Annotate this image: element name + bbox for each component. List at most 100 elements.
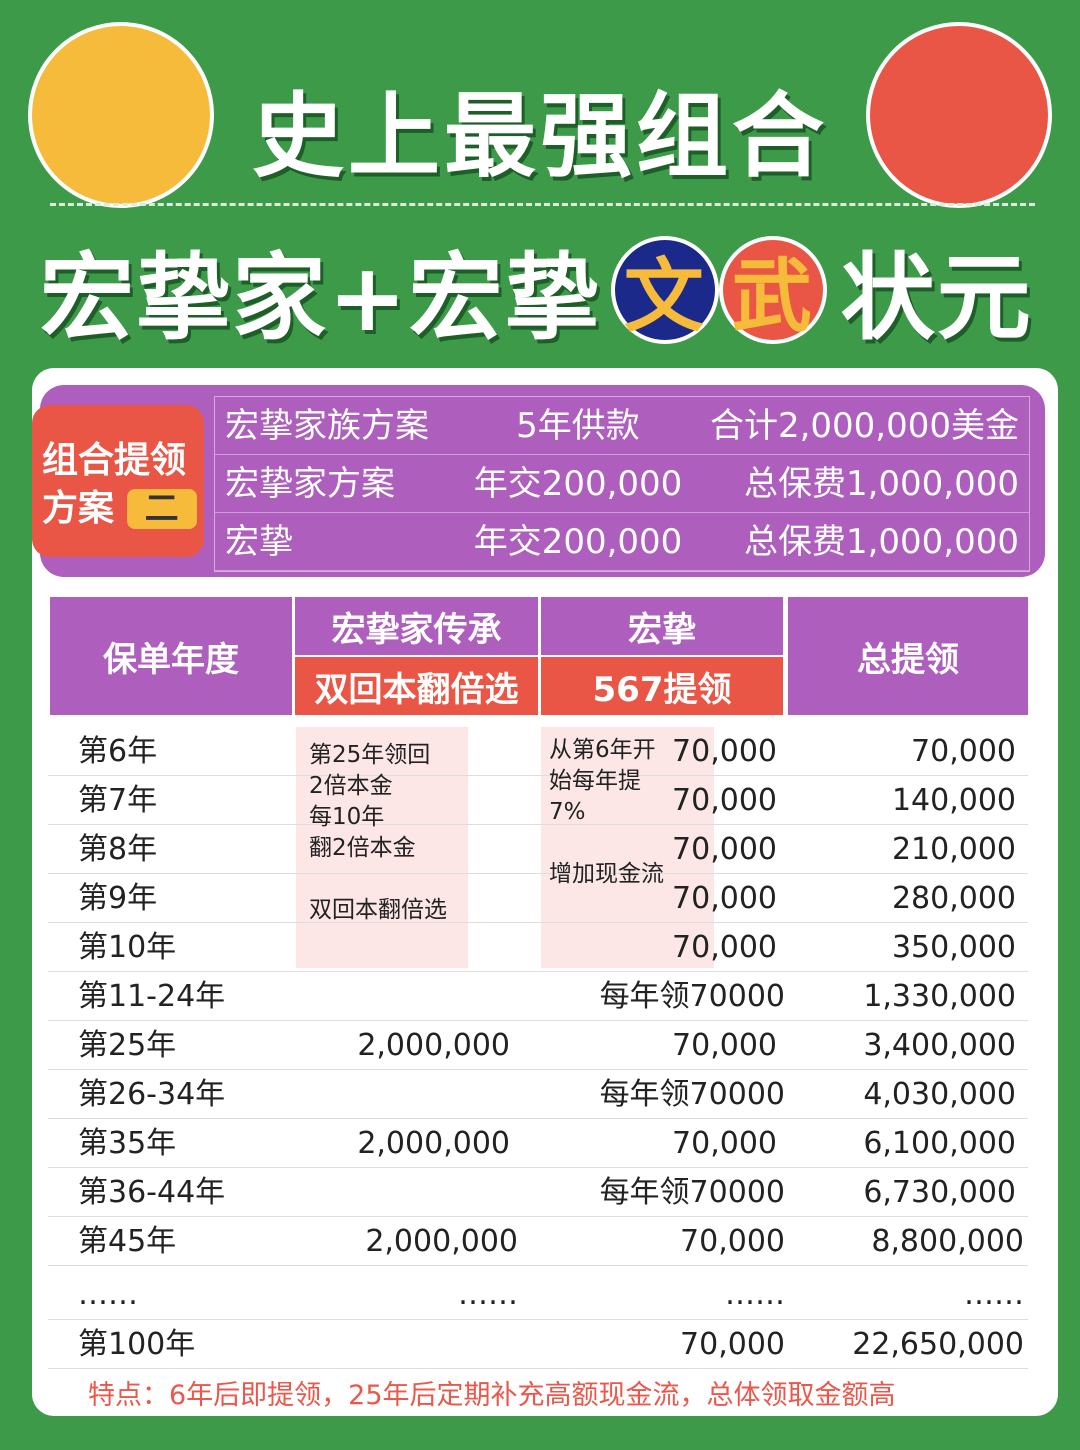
plan-payment: 5年供款	[516, 406, 640, 446]
header-col2-top: 宏挚家传承	[295, 597, 538, 655]
civil-official-avatar	[28, 22, 214, 208]
plan-payment: 年交200,000	[473, 464, 683, 504]
cell-col3: 每年领70000	[599, 1175, 785, 1210]
cell-year: ……	[78, 1277, 138, 1312]
main-title: 史上最强组合	[251, 83, 828, 190]
note-line	[309, 864, 447, 895]
cell-year: 第11-24年	[78, 979, 226, 1014]
cell-total: 6,100,000	[863, 1126, 1016, 1161]
plan-payment: 年交200,000	[473, 522, 683, 562]
footnote: 特点：6年后即提领，25年后定期补充高额现金流，总体领取金额高	[88, 1380, 896, 1411]
plan-total: 总保费1,000,000	[743, 464, 1019, 504]
cell-total: 3,400,000	[863, 1028, 1016, 1063]
cell-col3: 70,000	[672, 881, 777, 916]
plan-panel	[40, 385, 1045, 577]
header-year: 保单年度	[50, 597, 292, 715]
table-row: 第11-24年 每年领70000 1,330,000	[48, 972, 1028, 1021]
cell-col2: 2,000,000	[365, 1224, 518, 1259]
note-line: 第25年领回	[309, 742, 431, 768]
cell-total: 70,000	[911, 734, 1016, 769]
plan-name: 宏挚家方案	[225, 464, 395, 504]
cell-total: 8,800,000	[871, 1224, 1024, 1259]
cell-total: ……	[964, 1277, 1024, 1312]
plan-total: 合计2,000,000美金	[709, 406, 1019, 446]
cell-col3: 70,000	[672, 1126, 777, 1161]
subtitle-left: 宏挚家+宏挚	[40, 244, 601, 353]
cell-year: 第8年	[78, 832, 158, 867]
plan-grid: 宏挚家族方案 5年供款 合计2,000,000美金 宏挚家方案 年交200,000…	[214, 396, 1030, 572]
cell-year: 第35年	[78, 1126, 177, 1161]
cell-total: 140,000	[891, 783, 1016, 818]
cell-year: 第36-44年	[78, 1175, 226, 1210]
table-row: 第6年 70,000 70,000	[48, 727, 1028, 776]
table-row: 第10年 70,000 350,000	[48, 923, 1028, 972]
cell-year: 第9年	[78, 881, 158, 916]
cell-col3: 70,000	[672, 1028, 777, 1063]
table-row: 第9年 70,000 280,000	[48, 874, 1028, 923]
cell-total: 4,030,000	[863, 1077, 1016, 1112]
cell-col3: 70,000	[672, 930, 777, 965]
table-row: 第45年 2,000,000 70,000 8,800,000	[48, 1217, 1028, 1266]
plan-row: 宏挚家族方案 5年供款 合计2,000,000美金	[215, 397, 1029, 455]
plan-row: 宏挚家方案 年交200,000 总保费1,000,000	[215, 455, 1029, 513]
subtitle: 宏挚家+宏挚 文 武 状元	[40, 222, 1033, 358]
badge-line1: 组合提领	[42, 440, 187, 481]
cell-total: 210,000	[891, 832, 1016, 867]
table-row: 第26-34年 每年领70000 4,030,000	[48, 1070, 1028, 1119]
header-total: 总提领	[788, 597, 1028, 715]
cell-col3: 70,000	[672, 734, 777, 769]
general-avatar	[866, 22, 1052, 208]
col3-highlight	[541, 727, 714, 968]
col2-note: 第25年领回 2倍本金每10年翻2倍本金双回本翻倍选	[309, 740, 447, 926]
cell-total: 6,730,000	[863, 1175, 1016, 1210]
table-row: …… …… …… ……	[48, 1270, 1028, 1320]
table-row: 第35年 2,000,000 70,000 6,100,000	[48, 1119, 1028, 1168]
cell-year: 第25年	[78, 1028, 177, 1063]
cell-col3: 70,000	[672, 832, 777, 867]
cell-col3: 70,000	[672, 783, 777, 818]
col2-highlight	[296, 727, 468, 968]
note-line: 2倍本金	[309, 773, 393, 799]
cell-year: 第7年	[78, 783, 158, 818]
cell-col2: 2,000,000	[357, 1126, 510, 1161]
cell-col3: 70,000	[680, 1224, 785, 1259]
cell-total: 1,330,000	[863, 979, 1016, 1014]
col3-note: 从第6年开始每年提 7% 增加现金流	[549, 735, 664, 890]
note-line: 7%	[549, 799, 586, 825]
cell-col3: 每年领70000	[599, 1077, 785, 1112]
cell-year: 第100年	[78, 1327, 196, 1362]
wu-badge: 武	[718, 236, 827, 344]
plan-name: 宏挚	[225, 522, 293, 562]
plan-badge: 组合提领 方案 二	[32, 405, 204, 557]
note-line: 增加现金流	[549, 861, 664, 887]
table-row: 第25年 2,000,000 70,000 3,400,000	[48, 1021, 1028, 1070]
plan-row: 宏挚 年交200,000 总保费1,000,000	[215, 513, 1029, 571]
plan-name: 宏挚家族方案	[225, 406, 429, 446]
divider	[50, 203, 1035, 206]
cell-year: 第26-34年	[78, 1077, 226, 1112]
cell-col2: 2,000,000	[357, 1028, 510, 1063]
subtitle-right: 状元	[840, 244, 1033, 353]
header-col2-bottom: 双回本翻倍选	[295, 657, 538, 715]
note-line: 每10年	[309, 804, 385, 830]
note-line: 从第6年开	[549, 737, 656, 763]
note-line: 翻2倍本金	[309, 835, 416, 861]
cell-total: 22,650,000	[852, 1327, 1024, 1362]
badge-line2: 方案 二	[42, 485, 204, 533]
cell-total: 280,000	[891, 881, 1016, 916]
table-row: 第8年 70,000 210,000	[48, 825, 1028, 874]
note-line: 始每年提	[549, 768, 641, 794]
header-col3-bottom: 567提领	[541, 657, 783, 715]
cell-col3: ……	[725, 1277, 785, 1312]
table-row: 第7年 70,000 140,000	[48, 776, 1028, 825]
plan-total: 总保费1,000,000	[743, 522, 1019, 562]
table-row: 第36-44年 每年领70000 6,730,000	[48, 1168, 1028, 1217]
cell-year: 第45年	[78, 1224, 177, 1259]
cell-year: 第10年	[78, 930, 177, 965]
note-line: 双回本翻倍选	[309, 897, 447, 923]
note-line	[549, 828, 664, 859]
wen-badge: 文	[610, 236, 719, 344]
cell-total: 350,000	[891, 930, 1016, 965]
cell-year: 第6年	[78, 734, 158, 769]
cell-col3: 70,000	[680, 1327, 785, 1362]
